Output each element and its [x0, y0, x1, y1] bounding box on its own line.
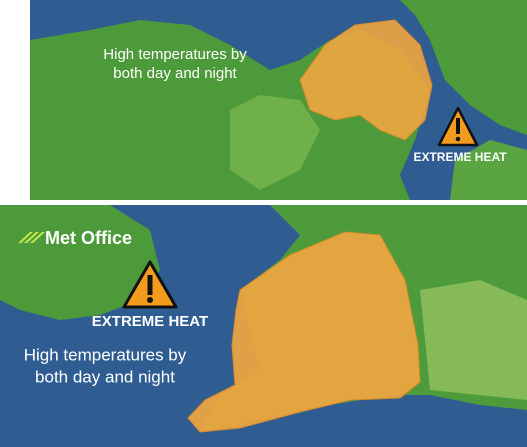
- caption-line: High temperatures by: [24, 345, 187, 364]
- caption-line: both day and night: [35, 367, 175, 386]
- warning-label: EXTREME HEAT: [413, 150, 507, 164]
- land-highlight: [230, 95, 320, 190]
- warning-area: [299, 19, 433, 141]
- land-ireland: [0, 205, 160, 320]
- met-office-logo-icon: [18, 232, 45, 243]
- logo-text: Met Office: [45, 228, 132, 248]
- warning-label: EXTREME HEAT: [92, 313, 208, 330]
- land-england: [450, 140, 527, 200]
- caption-line: both day and night: [113, 65, 237, 82]
- top-panel: High temperatures by both day and night …: [30, 0, 527, 200]
- land-southeast: [420, 280, 527, 400]
- caption-line: High temperatures by: [103, 46, 247, 63]
- bottom-panel: Met Office EXTREME HEAT High temperature…: [0, 205, 527, 447]
- land-scotland: [400, 0, 527, 135]
- warning-area: [187, 231, 421, 433]
- warning-icon: [122, 260, 178, 309]
- warning-icon: [437, 106, 479, 147]
